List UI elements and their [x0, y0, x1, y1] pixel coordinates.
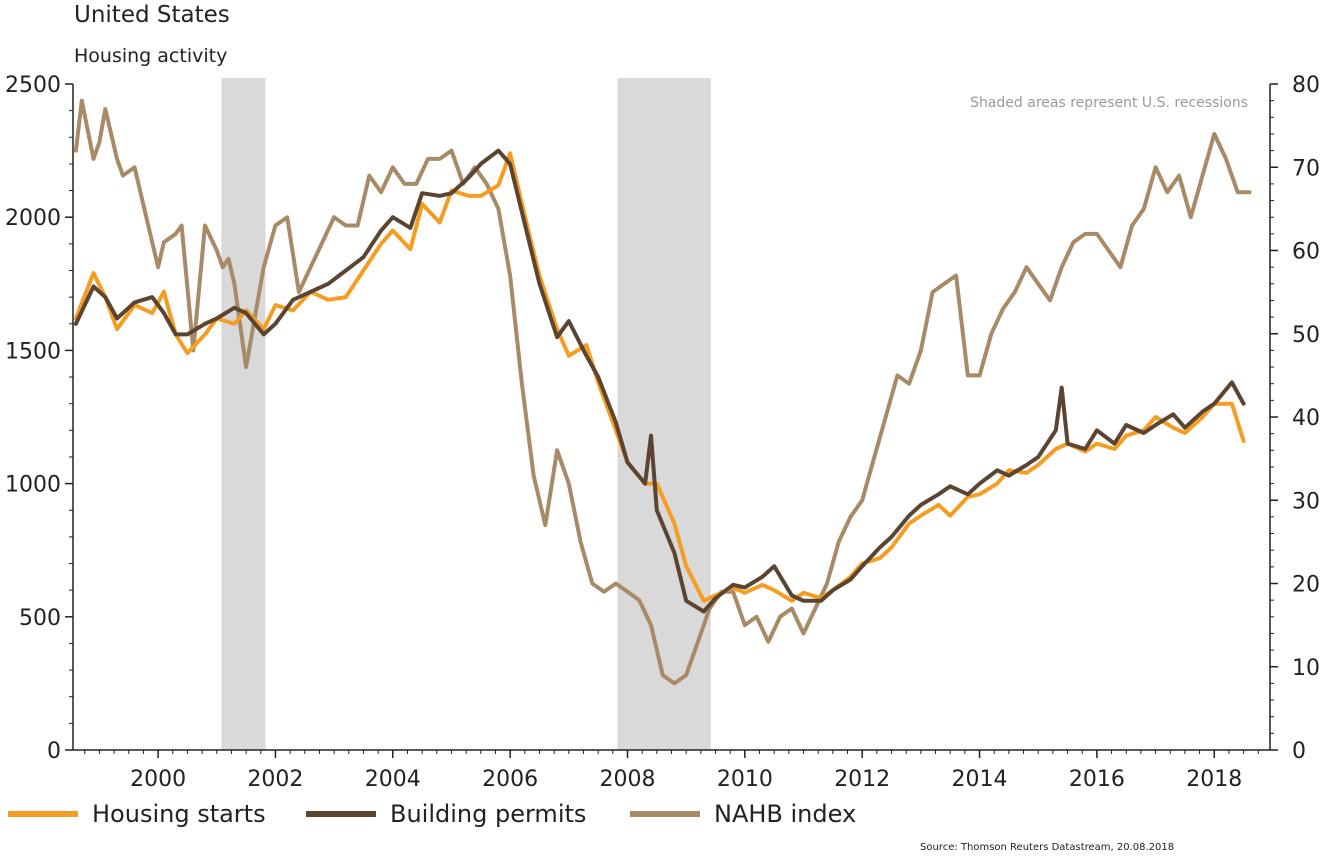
legend-label: Building permits [390, 800, 587, 828]
x-tick-label: 2014 [952, 767, 1008, 792]
chart-legend: Housing starts Building permits NAHB ind… [0, 800, 1000, 836]
legend-swatch-housing-starts [8, 811, 78, 817]
y-right-tick-label: 60 [1292, 240, 1320, 265]
x-tick-label: 2004 [365, 767, 421, 792]
y-left-tick-label: 0 [47, 739, 61, 764]
y-right-tick-label: 30 [1292, 489, 1320, 514]
recession-note: Shaded areas represent U.S. recessions [970, 95, 1248, 111]
source-note: Source: Thomson Reuters Datastream, 20.0… [920, 842, 1175, 853]
series-line-building-permits [73, 148, 1246, 614]
legend-item-building-permits: Building permits [306, 800, 586, 828]
x-tick-label: 2010 [717, 767, 773, 792]
recession-shading [221, 78, 711, 750]
series-line-nahb-index [73, 98, 1252, 686]
series-line-housing-starts [73, 151, 1246, 603]
y-left-tick-label: 500 [19, 606, 61, 631]
y-right-tick-label: 50 [1292, 323, 1320, 348]
legend-label: NAHB index [714, 800, 857, 828]
legend-item-nahb-index: NAHB index [630, 800, 856, 828]
x-tick-label: 2018 [1186, 767, 1242, 792]
y-right-tick-label: 40 [1292, 406, 1320, 431]
housing-activity-chart: 0 500 1000 1500 2000 2500 0 10 20 30 40 50 60 70 80 200… [5, 73, 1320, 792]
legend-swatch-nahb-index [630, 811, 700, 817]
y-left-tick-label: 2000 [5, 206, 61, 231]
recession-band-1 [617, 78, 711, 750]
y-right-tick-label: 10 [1292, 656, 1320, 681]
chart-axes: 0 500 1000 1500 2000 2500 0 10 20 30 40 50 60 70 80 200… [5, 73, 1320, 792]
chart-series [73, 98, 1252, 686]
x-tick-label: 2000 [130, 767, 186, 792]
y-right-tick-label: 0 [1292, 739, 1306, 764]
y-left-tick-label: 1000 [5, 473, 61, 498]
y-right-tick-label: 20 [1292, 573, 1320, 598]
legend-label: Housing starts [92, 800, 266, 828]
recession-band-0 [221, 78, 266, 750]
x-tick-label: 2012 [834, 767, 890, 792]
y-right-tick-label: 70 [1292, 156, 1320, 181]
chart-title: United States [74, 2, 230, 28]
x-tick-label: 2016 [1069, 767, 1125, 792]
y-left-tick-label: 1500 [5, 339, 61, 364]
x-tick-label: 2002 [247, 767, 303, 792]
y-left-tick-label: 2500 [5, 73, 61, 98]
x-tick-label: 2006 [482, 767, 538, 792]
legend-swatch-building-permits [306, 811, 376, 817]
legend-item-housing-starts: Housing starts [8, 800, 266, 828]
chart-subtitle: Housing activity [74, 45, 228, 67]
x-tick-label: 2008 [599, 767, 655, 792]
y-right-tick-label: 80 [1292, 73, 1320, 98]
